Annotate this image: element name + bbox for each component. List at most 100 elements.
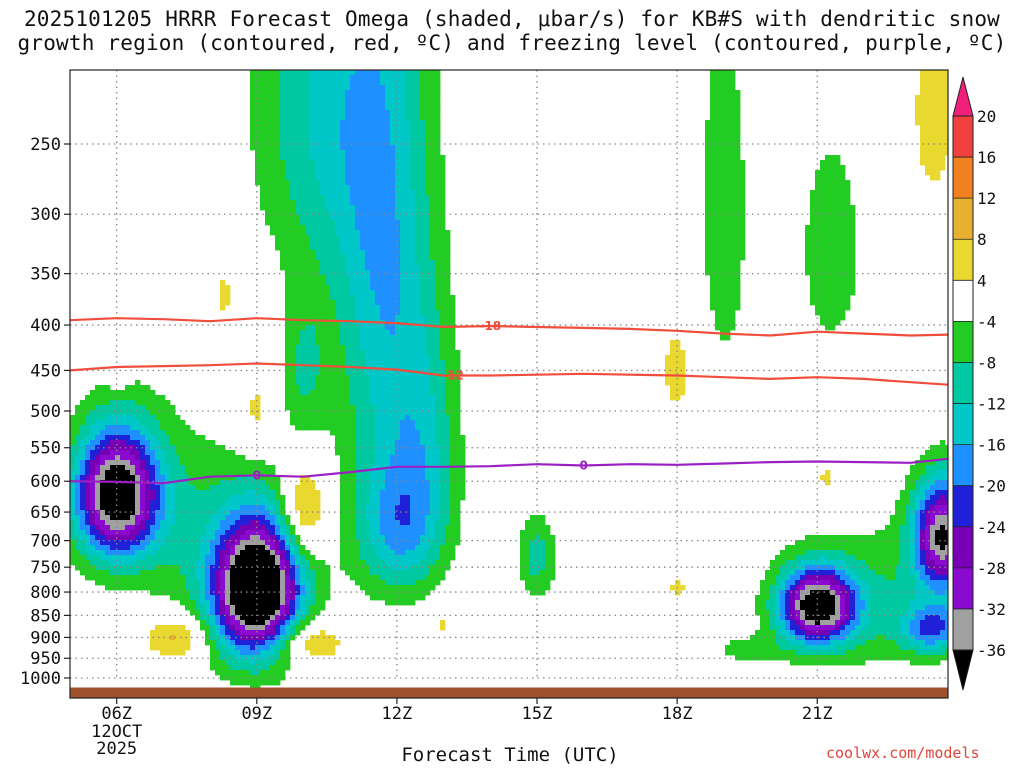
omega-cell bbox=[410, 510, 416, 516]
omega-cell bbox=[945, 75, 948, 81]
omega-cell bbox=[720, 235, 726, 241]
omega-cell bbox=[310, 310, 316, 316]
omega-cell bbox=[370, 505, 376, 511]
omega-cell bbox=[275, 245, 281, 251]
omega-cell bbox=[425, 520, 431, 526]
omega-cell bbox=[345, 465, 351, 471]
omega-cell bbox=[850, 290, 856, 296]
omega-cell bbox=[440, 205, 446, 211]
omega-cell bbox=[360, 225, 366, 231]
omega-cell bbox=[670, 355, 676, 361]
omega-cell bbox=[425, 145, 431, 151]
omega-cell bbox=[80, 440, 86, 446]
omega-cell bbox=[290, 145, 296, 151]
omega-cell bbox=[255, 465, 261, 471]
omega-cell bbox=[120, 430, 126, 436]
omega-cell bbox=[425, 225, 431, 231]
omega-cell bbox=[165, 445, 171, 451]
omega-cell bbox=[380, 135, 386, 141]
omega-cell bbox=[380, 365, 386, 371]
omega-cell bbox=[345, 420, 351, 426]
omega-cell bbox=[420, 270, 426, 276]
omega-cell bbox=[115, 440, 121, 446]
omega-cell bbox=[435, 175, 441, 181]
omega-cell bbox=[400, 155, 406, 161]
omega-cell bbox=[355, 175, 361, 181]
omega-cell bbox=[265, 515, 271, 521]
omega-cell bbox=[185, 425, 191, 431]
omega-cell bbox=[215, 485, 221, 491]
omega-cell bbox=[370, 470, 376, 476]
omega-cell bbox=[365, 490, 371, 496]
omega-cell bbox=[315, 250, 321, 256]
omega-cell bbox=[270, 500, 276, 506]
omega-cell bbox=[450, 415, 456, 421]
omega-cell bbox=[435, 370, 441, 376]
omega-cell bbox=[405, 510, 411, 516]
omega-cell bbox=[275, 120, 281, 126]
omega-cell bbox=[370, 90, 376, 96]
omega-cell bbox=[725, 80, 731, 86]
omega-cell bbox=[410, 345, 416, 351]
omega-cell bbox=[425, 475, 431, 481]
omega-cell bbox=[370, 225, 376, 231]
omega-cell bbox=[295, 315, 301, 321]
omega-cell bbox=[330, 255, 336, 261]
omega-cell bbox=[290, 180, 296, 186]
omega-cell bbox=[390, 335, 396, 341]
omega-cell bbox=[155, 405, 161, 411]
omega-cell bbox=[945, 80, 948, 86]
omega-cell bbox=[305, 80, 311, 86]
omega-cell bbox=[450, 365, 456, 371]
omega-cell bbox=[905, 495, 911, 501]
omega-cell bbox=[715, 315, 721, 321]
omega-cell bbox=[920, 475, 926, 481]
omega-cell bbox=[450, 310, 456, 316]
omega-cell bbox=[260, 155, 266, 161]
omega-cell bbox=[430, 515, 436, 521]
omega-cell bbox=[170, 485, 176, 491]
omega-cell bbox=[370, 205, 376, 211]
omega-cell bbox=[935, 70, 941, 76]
omega-cell bbox=[390, 185, 396, 191]
omega-cell bbox=[340, 75, 346, 81]
omega-cell bbox=[425, 500, 431, 506]
omega-cell bbox=[345, 90, 351, 96]
omega-cell bbox=[410, 180, 416, 186]
omega-cell bbox=[365, 440, 371, 446]
omega-cell bbox=[225, 480, 231, 486]
omega-cell bbox=[80, 480, 86, 486]
omega-cell bbox=[380, 105, 386, 111]
omega-cell bbox=[130, 420, 136, 426]
omega-cell bbox=[900, 490, 906, 496]
omega-cell bbox=[715, 290, 721, 296]
omega-cell bbox=[805, 230, 811, 236]
omega-cell bbox=[840, 220, 846, 226]
omega-cell bbox=[835, 310, 841, 316]
omega-cell bbox=[385, 115, 391, 121]
omega-cell bbox=[150, 505, 156, 511]
omega-cell bbox=[825, 305, 831, 311]
omega-cell bbox=[710, 250, 716, 256]
omega-cell bbox=[360, 115, 366, 121]
omega-cell bbox=[270, 135, 276, 141]
omega-cell bbox=[720, 190, 726, 196]
omega-cell bbox=[325, 300, 331, 306]
omega-cell bbox=[420, 75, 426, 81]
omega-cell bbox=[325, 105, 331, 111]
omega-cell bbox=[375, 85, 381, 91]
omega-cell bbox=[730, 295, 736, 301]
omega-cell bbox=[925, 85, 931, 91]
omega-cell bbox=[440, 275, 446, 281]
omega-cell bbox=[320, 160, 326, 166]
omega-cell bbox=[340, 335, 346, 341]
omega-cell bbox=[335, 255, 341, 261]
omega-cell bbox=[425, 85, 431, 91]
omega-cell bbox=[425, 505, 431, 511]
omega-cell bbox=[290, 110, 296, 116]
omega-cell bbox=[460, 440, 466, 446]
omega-cell bbox=[455, 395, 461, 401]
omega-cell bbox=[940, 85, 946, 91]
omega-cell bbox=[930, 115, 936, 121]
omega-cell bbox=[235, 460, 241, 466]
